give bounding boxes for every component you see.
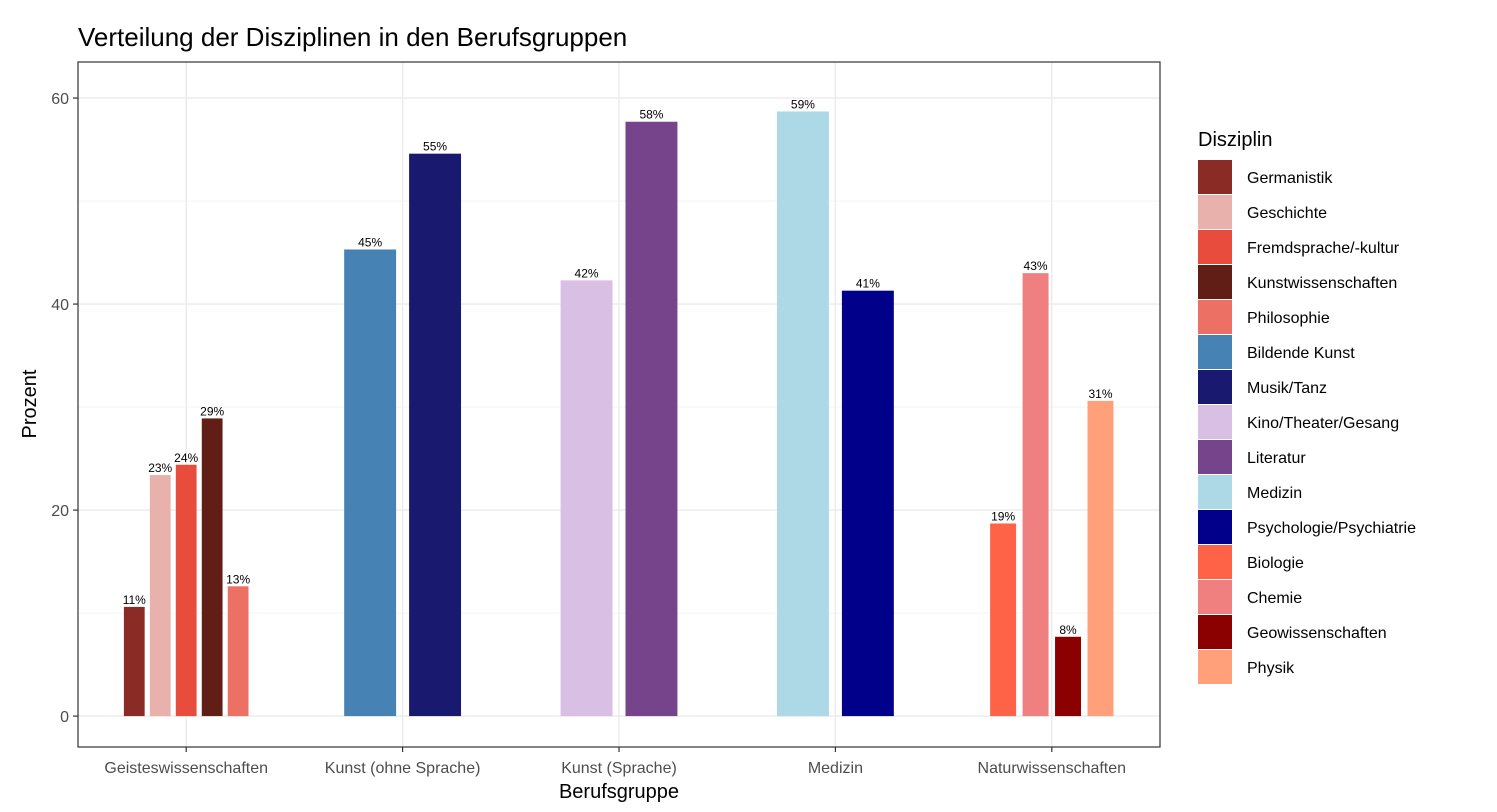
bar-naturwissenschaften-geowissenschaften: [1055, 636, 1082, 717]
legend-label: Bildende Kunst: [1247, 345, 1355, 362]
bar-geisteswissenschaften-philosophie: [227, 586, 249, 717]
axes: 0 20 40 60 Geisteswissenschaften Kunst (ohne …: [51, 91, 1126, 777]
x-tick-label: Naturwissenschaften: [978, 760, 1127, 777]
legend-label: Philosophie: [1247, 310, 1330, 327]
y-tick-label: 60: [51, 91, 69, 108]
bar-value-label: 11%: [123, 593, 146, 607]
legend-label: Musik/Tanz: [1247, 380, 1327, 397]
x-tick-label: Kunst (ohne Sprache): [325, 760, 481, 777]
legend-key-literatur: [1198, 440, 1232, 474]
bar-value-label: 24%: [174, 451, 198, 465]
legend-key-geowissenschaften: [1198, 615, 1232, 649]
x-tick-label: Kunst (Sprache): [561, 760, 677, 777]
legend-key-bildende-kunst: [1198, 335, 1232, 369]
bar-value-label: 23%: [148, 461, 172, 475]
legend-key-chemie: [1198, 580, 1232, 614]
legend-label: Literatur: [1247, 450, 1306, 467]
bar-value-label: 42%: [575, 266, 599, 280]
legend-title: Disziplin: [1198, 129, 1272, 151]
legend-key-kunstwissenschaften: [1198, 265, 1232, 299]
bar-value-label: 43%: [1024, 259, 1048, 273]
bar-naturwissenschaften-biologie: [990, 523, 1017, 717]
bar-geisteswissenschaften-geschichte: [149, 475, 171, 717]
y-tick-label: 40: [51, 297, 69, 314]
legend-label: Chemie: [1247, 590, 1302, 607]
bar-value-label: 29%: [200, 404, 224, 418]
legend-key-biologie: [1198, 545, 1232, 579]
bar-medizin-medizin: [776, 111, 829, 717]
bar-value-label: 55%: [423, 140, 447, 154]
bar-value-label: 58%: [639, 108, 663, 122]
bar-naturwissenschaften-chemie: [1022, 273, 1049, 717]
legend-label: Geowissenschaften: [1247, 625, 1387, 642]
bar-geisteswissenschaften-kunstwissenschaften: [201, 418, 223, 717]
legend-label: Fremdsprache/-kultur: [1247, 240, 1400, 257]
bar-value-label: 45%: [358, 235, 382, 249]
grid: [78, 62, 1160, 747]
bar-value-label: 31%: [1088, 387, 1112, 401]
legend-key-philosophie: [1198, 300, 1232, 334]
legend-key-physik: [1198, 650, 1232, 684]
legend-label: Medizin: [1247, 485, 1302, 502]
legend-label: Physik: [1247, 660, 1295, 677]
legend-key-musik-tanz: [1198, 370, 1232, 404]
y-tick-label: 20: [51, 503, 69, 520]
bar-value-label: 41%: [856, 277, 880, 291]
legend-label: Kino/Theater/Gesang: [1247, 415, 1399, 432]
bar-naturwissenschaften-physik: [1087, 400, 1114, 717]
bar-geisteswissenschaften-fremdsprache-kultur: [175, 464, 197, 717]
legend-key-psychologie-psychiatrie: [1198, 510, 1232, 544]
legend-label: Biologie: [1247, 555, 1304, 572]
x-axis-title: Berufsgruppe: [559, 781, 679, 803]
legend-label: Kunstwissenschaften: [1247, 275, 1397, 292]
bar-kunst-ohne-sprache-bildende-kunst: [344, 249, 397, 717]
legend-key-germanistik: [1198, 160, 1232, 194]
bar-value-label: 13%: [226, 572, 250, 586]
legend-key-fremdsprache-kultur: [1198, 230, 1232, 264]
legend-key-kino-theater-gesang: [1198, 405, 1232, 439]
x-tick-label: Geisteswissenschaften: [104, 760, 268, 777]
chart-title: Verteilung der Disziplinen in den Berufs…: [78, 22, 627, 52]
legend-label: Psychologie/Psychiatrie: [1247, 520, 1416, 537]
legend-key-medizin: [1198, 475, 1232, 509]
bar-medizin-psychologie-psychiatrie: [841, 290, 894, 717]
bar-kunst-ohne-sprache-musik-tanz: [409, 153, 462, 717]
legend-label: Geschichte: [1247, 205, 1327, 222]
bar-geisteswissenschaften-germanistik: [123, 606, 145, 717]
legend: Disziplin Germanistik Geschichte Fremdspra…: [1198, 129, 1416, 684]
bar-labels: 11% 23%24% 29% 13% 45% 55% 42% 58% 59% 41% 19% 43% 8…: [123, 97, 1113, 636]
bar-value-label: 59%: [791, 97, 815, 111]
bars: [123, 111, 1114, 717]
y-tick-label: 0: [60, 709, 69, 726]
y-axis-title: Prozent: [19, 369, 41, 438]
x-tick-label: Medizin: [808, 760, 863, 777]
bar-kunst-sprache-kino-theater-gesang: [560, 280, 613, 717]
bar-kunst-sprache-literatur: [625, 121, 678, 717]
bar-value-label: 8%: [1059, 623, 1077, 637]
legend-label: Germanistik: [1247, 170, 1333, 187]
bar-value-label: 19%: [991, 509, 1015, 523]
legend-key-geschichte: [1198, 195, 1232, 229]
